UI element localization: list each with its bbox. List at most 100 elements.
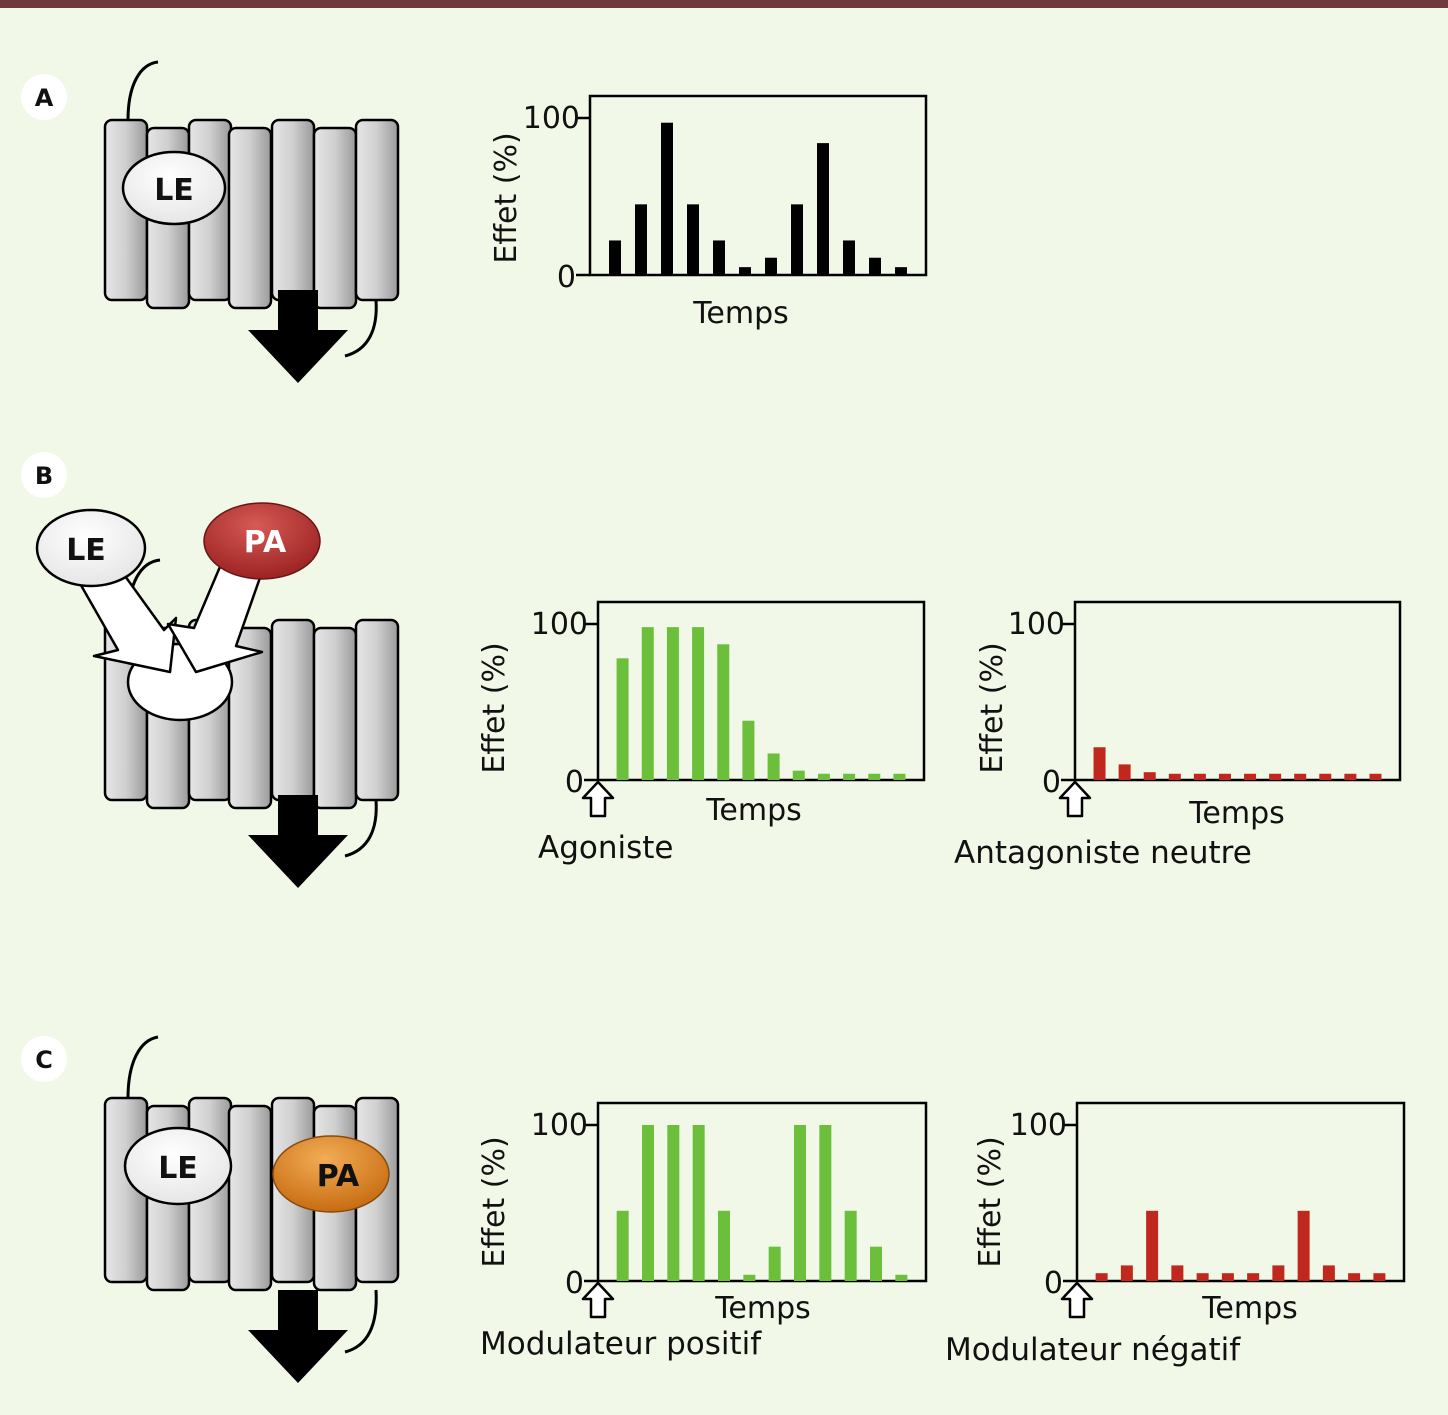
tm-helix	[227, 126, 273, 310]
panel-b-badge	[21, 452, 67, 498]
bar	[1120, 1265, 1133, 1281]
chart-caption: Modulateur négatif	[945, 1332, 1241, 1368]
bar	[843, 240, 855, 275]
pa-label-c: PA	[317, 1159, 360, 1194]
bar	[1269, 773, 1282, 780]
endogenous-ligand-c	[123, 1126, 233, 1206]
bar	[692, 1125, 705, 1281]
pa-binding-arrow	[166, 560, 264, 674]
bar	[791, 204, 803, 275]
bar	[1348, 1273, 1361, 1281]
y-axis-label: Effet (%)	[477, 1136, 512, 1267]
bar	[817, 773, 830, 780]
bar	[1196, 1273, 1209, 1281]
bar	[1297, 1210, 1310, 1281]
bar	[666, 627, 679, 780]
endogenous-ligand-a	[121, 150, 227, 226]
panel-a-letter: A	[35, 84, 54, 112]
bar	[1247, 1273, 1260, 1281]
y-axis-label: Effet (%)	[975, 642, 1010, 773]
bar	[817, 143, 829, 275]
y-tick-label: 100	[523, 101, 580, 136]
receptor-a: LE	[103, 60, 400, 383]
bar	[635, 204, 647, 275]
bar	[794, 1125, 806, 1281]
signal-arrow-b	[248, 795, 348, 888]
chart-caption: Modulateur positif	[480, 1326, 762, 1362]
bar	[713, 240, 725, 275]
y-tick-label: 0	[1044, 1266, 1063, 1301]
x-axis-label: Temps	[1188, 796, 1285, 831]
bar	[1143, 772, 1156, 780]
endogenous-ligand-b	[35, 508, 147, 588]
bar	[893, 773, 906, 780]
chart-b2: 100 0 Effet (%) Temps Antagoniste neutre	[954, 600, 1402, 871]
chart-a: 100 0 Effet (%) Temps	[489, 94, 928, 331]
bar	[1093, 747, 1106, 780]
bar	[687, 204, 699, 275]
bar	[1221, 1273, 1234, 1281]
chart-caption: Antagoniste neutre	[954, 835, 1252, 871]
tm-helix	[354, 618, 400, 802]
top-border	[0, 0, 1448, 8]
tm-helix	[312, 626, 358, 810]
pa-label-b: PA	[244, 525, 287, 560]
bar	[1319, 773, 1332, 780]
y-tick-label: 0	[557, 260, 576, 295]
panel-a: A LE	[21, 60, 400, 383]
y-axis-label: Effet (%)	[489, 132, 524, 263]
n-terminus-c	[126, 1035, 159, 1099]
tm-helix	[354, 118, 400, 302]
bar	[1171, 1265, 1184, 1281]
panel-c-badge	[21, 1036, 67, 1082]
bar	[1218, 773, 1231, 780]
bar	[661, 122, 673, 276]
bar	[1322, 1265, 1335, 1281]
chart-frame	[596, 600, 926, 782]
y-tick-label: 0	[1042, 765, 1061, 800]
y-axis-label: Effet (%)	[477, 642, 512, 773]
bar	[819, 1125, 832, 1281]
ligand-label-c: LE	[158, 1151, 198, 1186]
chart-frame	[1075, 1101, 1406, 1283]
bar	[642, 1125, 654, 1281]
n-terminus-a	[126, 60, 159, 121]
tm-helix	[227, 1104, 273, 1292]
bar	[641, 627, 654, 780]
c-terminus-c	[344, 1289, 378, 1354]
bar	[1272, 1265, 1285, 1281]
chart-b1: 100 0 Effet (%) Temps Agoniste	[477, 600, 926, 866]
chart-c2: 100 0 Effet (%) Temps Modulateur négatif	[945, 1101, 1406, 1368]
panel-c: C LE PA	[21, 1035, 400, 1383]
signal-arrow-c	[248, 1290, 348, 1383]
receptor-b: LE PA	[35, 502, 400, 888]
charts-layer: 100 0 Effet (%) Temps 100 0 Effet (%) Temps Agon…	[477, 94, 1406, 1368]
chart-frame	[588, 94, 928, 277]
chart-frame	[1073, 600, 1402, 782]
y-tick-label: 0	[565, 765, 584, 800]
x-axis-label: Temps	[692, 296, 789, 331]
bar	[1373, 1273, 1386, 1281]
bar	[616, 1210, 629, 1281]
bar	[895, 267, 907, 275]
bar	[616, 658, 629, 780]
bar	[1244, 773, 1257, 780]
bar	[743, 1274, 756, 1281]
bar	[717, 644, 730, 780]
bar	[895, 1274, 908, 1281]
x-axis-label: Temps	[705, 793, 802, 828]
bar	[1344, 773, 1357, 780]
bar	[1146, 1210, 1159, 1281]
addition-arrow-icon	[581, 1281, 615, 1319]
bar	[739, 267, 751, 275]
chart-caption: Agoniste	[538, 830, 674, 866]
panel-c-letter: C	[35, 1046, 53, 1074]
bar	[768, 1246, 781, 1281]
y-tick-label: 0	[565, 1266, 584, 1301]
tm-helix	[270, 118, 316, 302]
bar	[667, 1125, 680, 1281]
bar	[868, 773, 881, 780]
